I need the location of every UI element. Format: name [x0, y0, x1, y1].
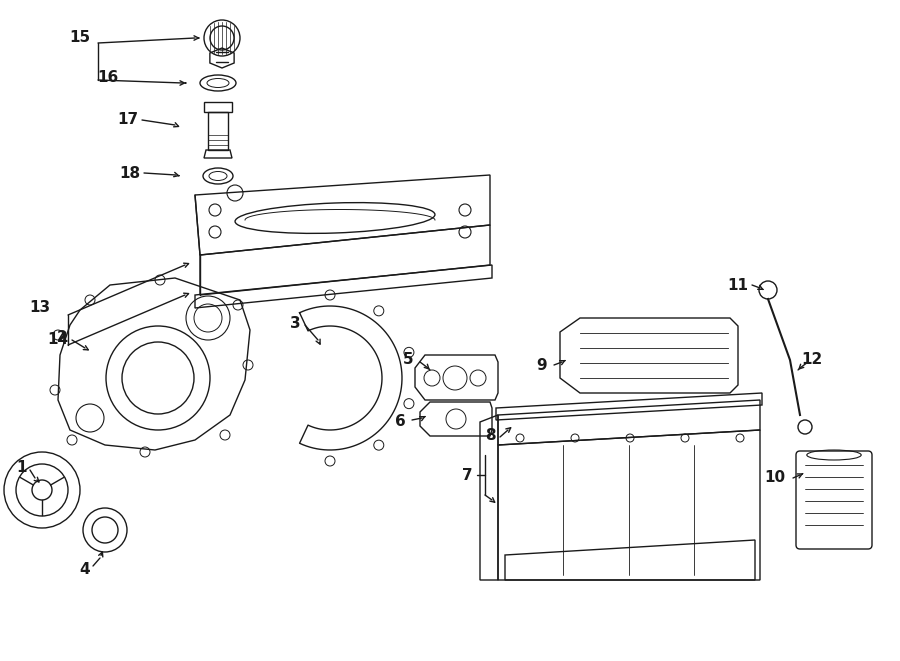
Text: 9: 9 [536, 358, 547, 373]
Text: 8: 8 [485, 428, 495, 442]
Text: 17: 17 [117, 112, 139, 128]
Text: 3: 3 [290, 315, 301, 330]
Text: 10: 10 [764, 471, 786, 485]
Text: 11: 11 [727, 278, 749, 293]
Text: 16: 16 [97, 71, 119, 85]
Text: 12: 12 [801, 352, 823, 368]
Text: 5: 5 [402, 352, 413, 368]
Text: 1: 1 [17, 461, 27, 475]
Text: 7: 7 [462, 467, 472, 483]
Text: 18: 18 [120, 165, 140, 180]
Text: 13: 13 [30, 301, 50, 315]
Text: 2: 2 [57, 330, 68, 346]
Text: 6: 6 [394, 414, 405, 430]
Text: 15: 15 [69, 30, 91, 44]
Text: 14: 14 [48, 332, 68, 348]
Text: 4: 4 [80, 563, 90, 578]
